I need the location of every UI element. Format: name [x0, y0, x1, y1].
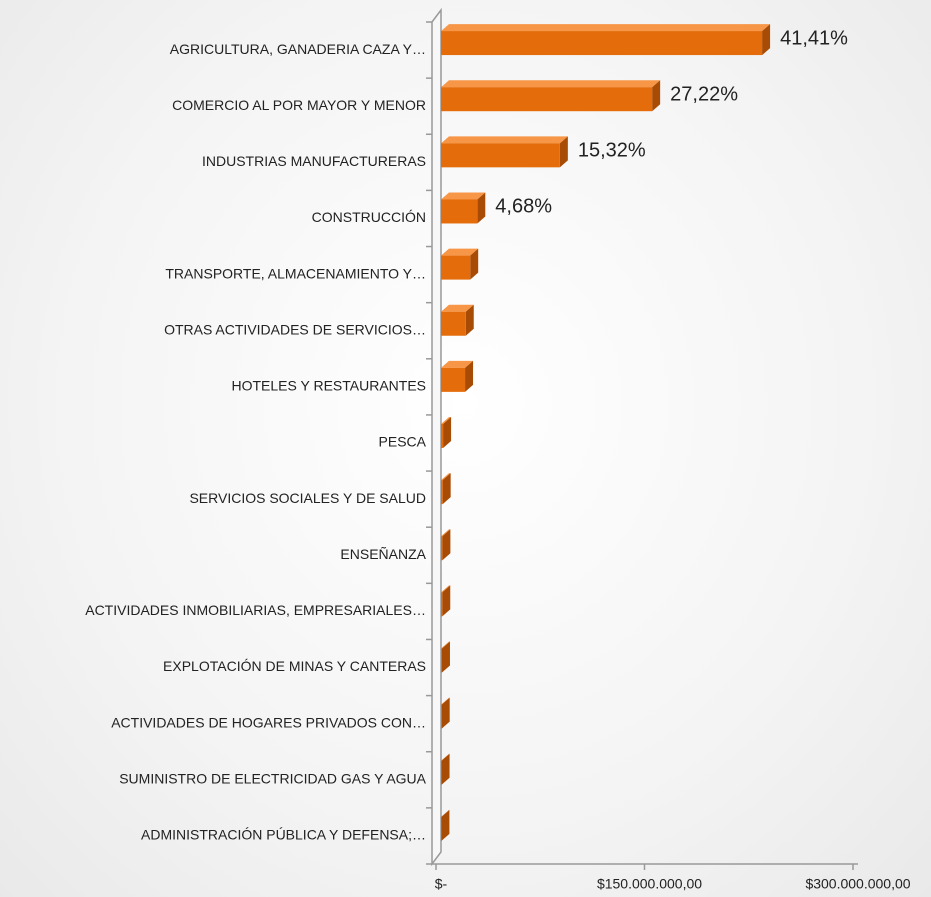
y-tick-label: CONSTRUCCIÓN — [312, 209, 426, 225]
bar-side — [441, 641, 450, 673]
bar-side — [465, 360, 474, 392]
x-tick-label: $150.000.000,00 — [597, 876, 702, 892]
bar-top — [441, 192, 486, 200]
bar-side — [441, 753, 450, 785]
bar-side — [477, 192, 486, 224]
bar-top — [441, 809, 450, 817]
bar-top — [441, 529, 451, 537]
bar — [441, 199, 478, 224]
y-tick-label: EXPLOTACIÓN DE MINAS Y CANTERAS — [163, 658, 426, 674]
bar-top — [441, 304, 474, 312]
bar-side — [441, 697, 450, 729]
y-tick-label: HOTELES Y RESTAURANTES — [232, 378, 427, 394]
bar-side — [465, 304, 474, 336]
chart-wall — [431, 7, 442, 867]
bar — [441, 367, 466, 392]
bar — [441, 592, 443, 617]
bar — [441, 480, 443, 505]
bar — [441, 536, 443, 561]
y-tick-label: AGRICULTURA, GANADERIA CAZA Y… — [170, 41, 426, 57]
bar-top — [441, 248, 479, 256]
bar — [441, 704, 442, 729]
bar — [441, 424, 444, 448]
y-tick-label: INDUSTRIAS MANUFACTURERAS — [202, 153, 426, 169]
bar-side — [470, 248, 479, 280]
bar-side — [559, 136, 568, 168]
bar — [441, 31, 763, 56]
bar-side — [762, 24, 771, 56]
bar-side — [442, 473, 451, 505]
bar-top — [441, 24, 771, 32]
value-label: 41,41% — [780, 27, 848, 49]
bar-top — [441, 136, 568, 144]
y-tick-label: SERVICIOS SOCIALES Y DE SALUD — [189, 490, 426, 506]
bar — [441, 255, 471, 280]
bar — [441, 143, 560, 168]
bar-top — [441, 753, 450, 761]
y-tick-label: TRANSPORTE, ALMACENAMIENTO Y… — [165, 265, 426, 281]
y-tick-label: SUMINISTRO DE ELECTRICIDAD GAS Y AGUA — [119, 771, 426, 787]
bar-side — [442, 529, 451, 561]
bar-top — [441, 585, 451, 593]
bar — [441, 760, 442, 785]
bar-side — [443, 417, 452, 448]
x-tick-label: $- — [435, 876, 448, 892]
bar-top — [441, 360, 474, 368]
value-label: 4,68% — [495, 196, 552, 218]
bar-side — [442, 585, 451, 617]
bar-top — [441, 697, 450, 705]
y-tick-label: OTRAS ACTIVIDADES DE SERVICIOS… — [164, 321, 426, 337]
y-tick-label: ADMINISTRACIÓN PÚBLICA Y DEFENSA;… — [141, 827, 426, 843]
bar-top — [441, 80, 661, 88]
value-label: 15,32% — [578, 140, 646, 162]
y-tick-label: PESCA — [379, 434, 427, 450]
y-tick-label: ACTIVIDADES DE HOGARES PRIVADOS CON… — [111, 714, 426, 730]
bar-top — [441, 641, 450, 649]
y-tick-label: ENSEÑANZA — [340, 546, 426, 562]
y-tick-label: COMERCIO AL POR MAYOR Y MENOR — [172, 97, 426, 113]
bar-top — [441, 417, 452, 424]
bar-top — [441, 473, 451, 481]
x-tick-label: $300.000.000,00 — [805, 876, 910, 892]
y-tick-label: ACTIVIDADES INMOBILIARIAS, EMPRESARIALES… — [85, 602, 426, 618]
bar — [441, 648, 442, 673]
bar-side — [652, 80, 661, 112]
bar — [441, 311, 466, 336]
bar — [441, 87, 653, 112]
bar-side — [441, 809, 450, 841]
value-label: 27,22% — [670, 83, 738, 105]
